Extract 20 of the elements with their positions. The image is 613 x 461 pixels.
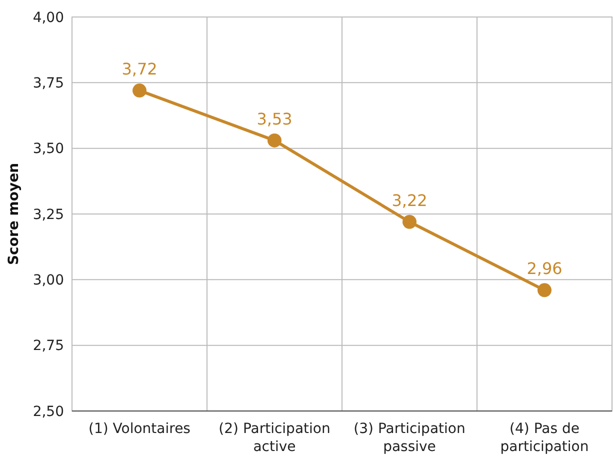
data-label: 3,53 [256, 109, 292, 128]
x-tick-label: (4) Pas de participation [500, 421, 589, 455]
x-tick-label: (1) Volontaires [88, 421, 190, 437]
y-tick-label: 3,00 [32, 272, 64, 289]
y-tick-label: 4,00 [32, 10, 64, 26]
x-tick-label: (3) Participation passive [354, 421, 466, 455]
x-tick-label: (2) Participation active [218, 421, 330, 455]
y-tick-label: 3,25 [32, 206, 64, 223]
y-tick-label: 3,50 [32, 141, 64, 158]
y-tick-label: 3,75 [32, 76, 64, 92]
data-label: 2,96 [526, 259, 562, 278]
point [268, 133, 282, 148]
y-tick-label: 2,75 [32, 338, 64, 354]
point [538, 283, 552, 298]
data-label: 3,72 [122, 60, 158, 79]
y-axis-title: Score moyen [6, 162, 22, 266]
data-label: 3,22 [392, 190, 428, 210]
point [402, 214, 416, 229]
y-tick-label: 2,50 [32, 404, 64, 420]
point [132, 84, 146, 98]
